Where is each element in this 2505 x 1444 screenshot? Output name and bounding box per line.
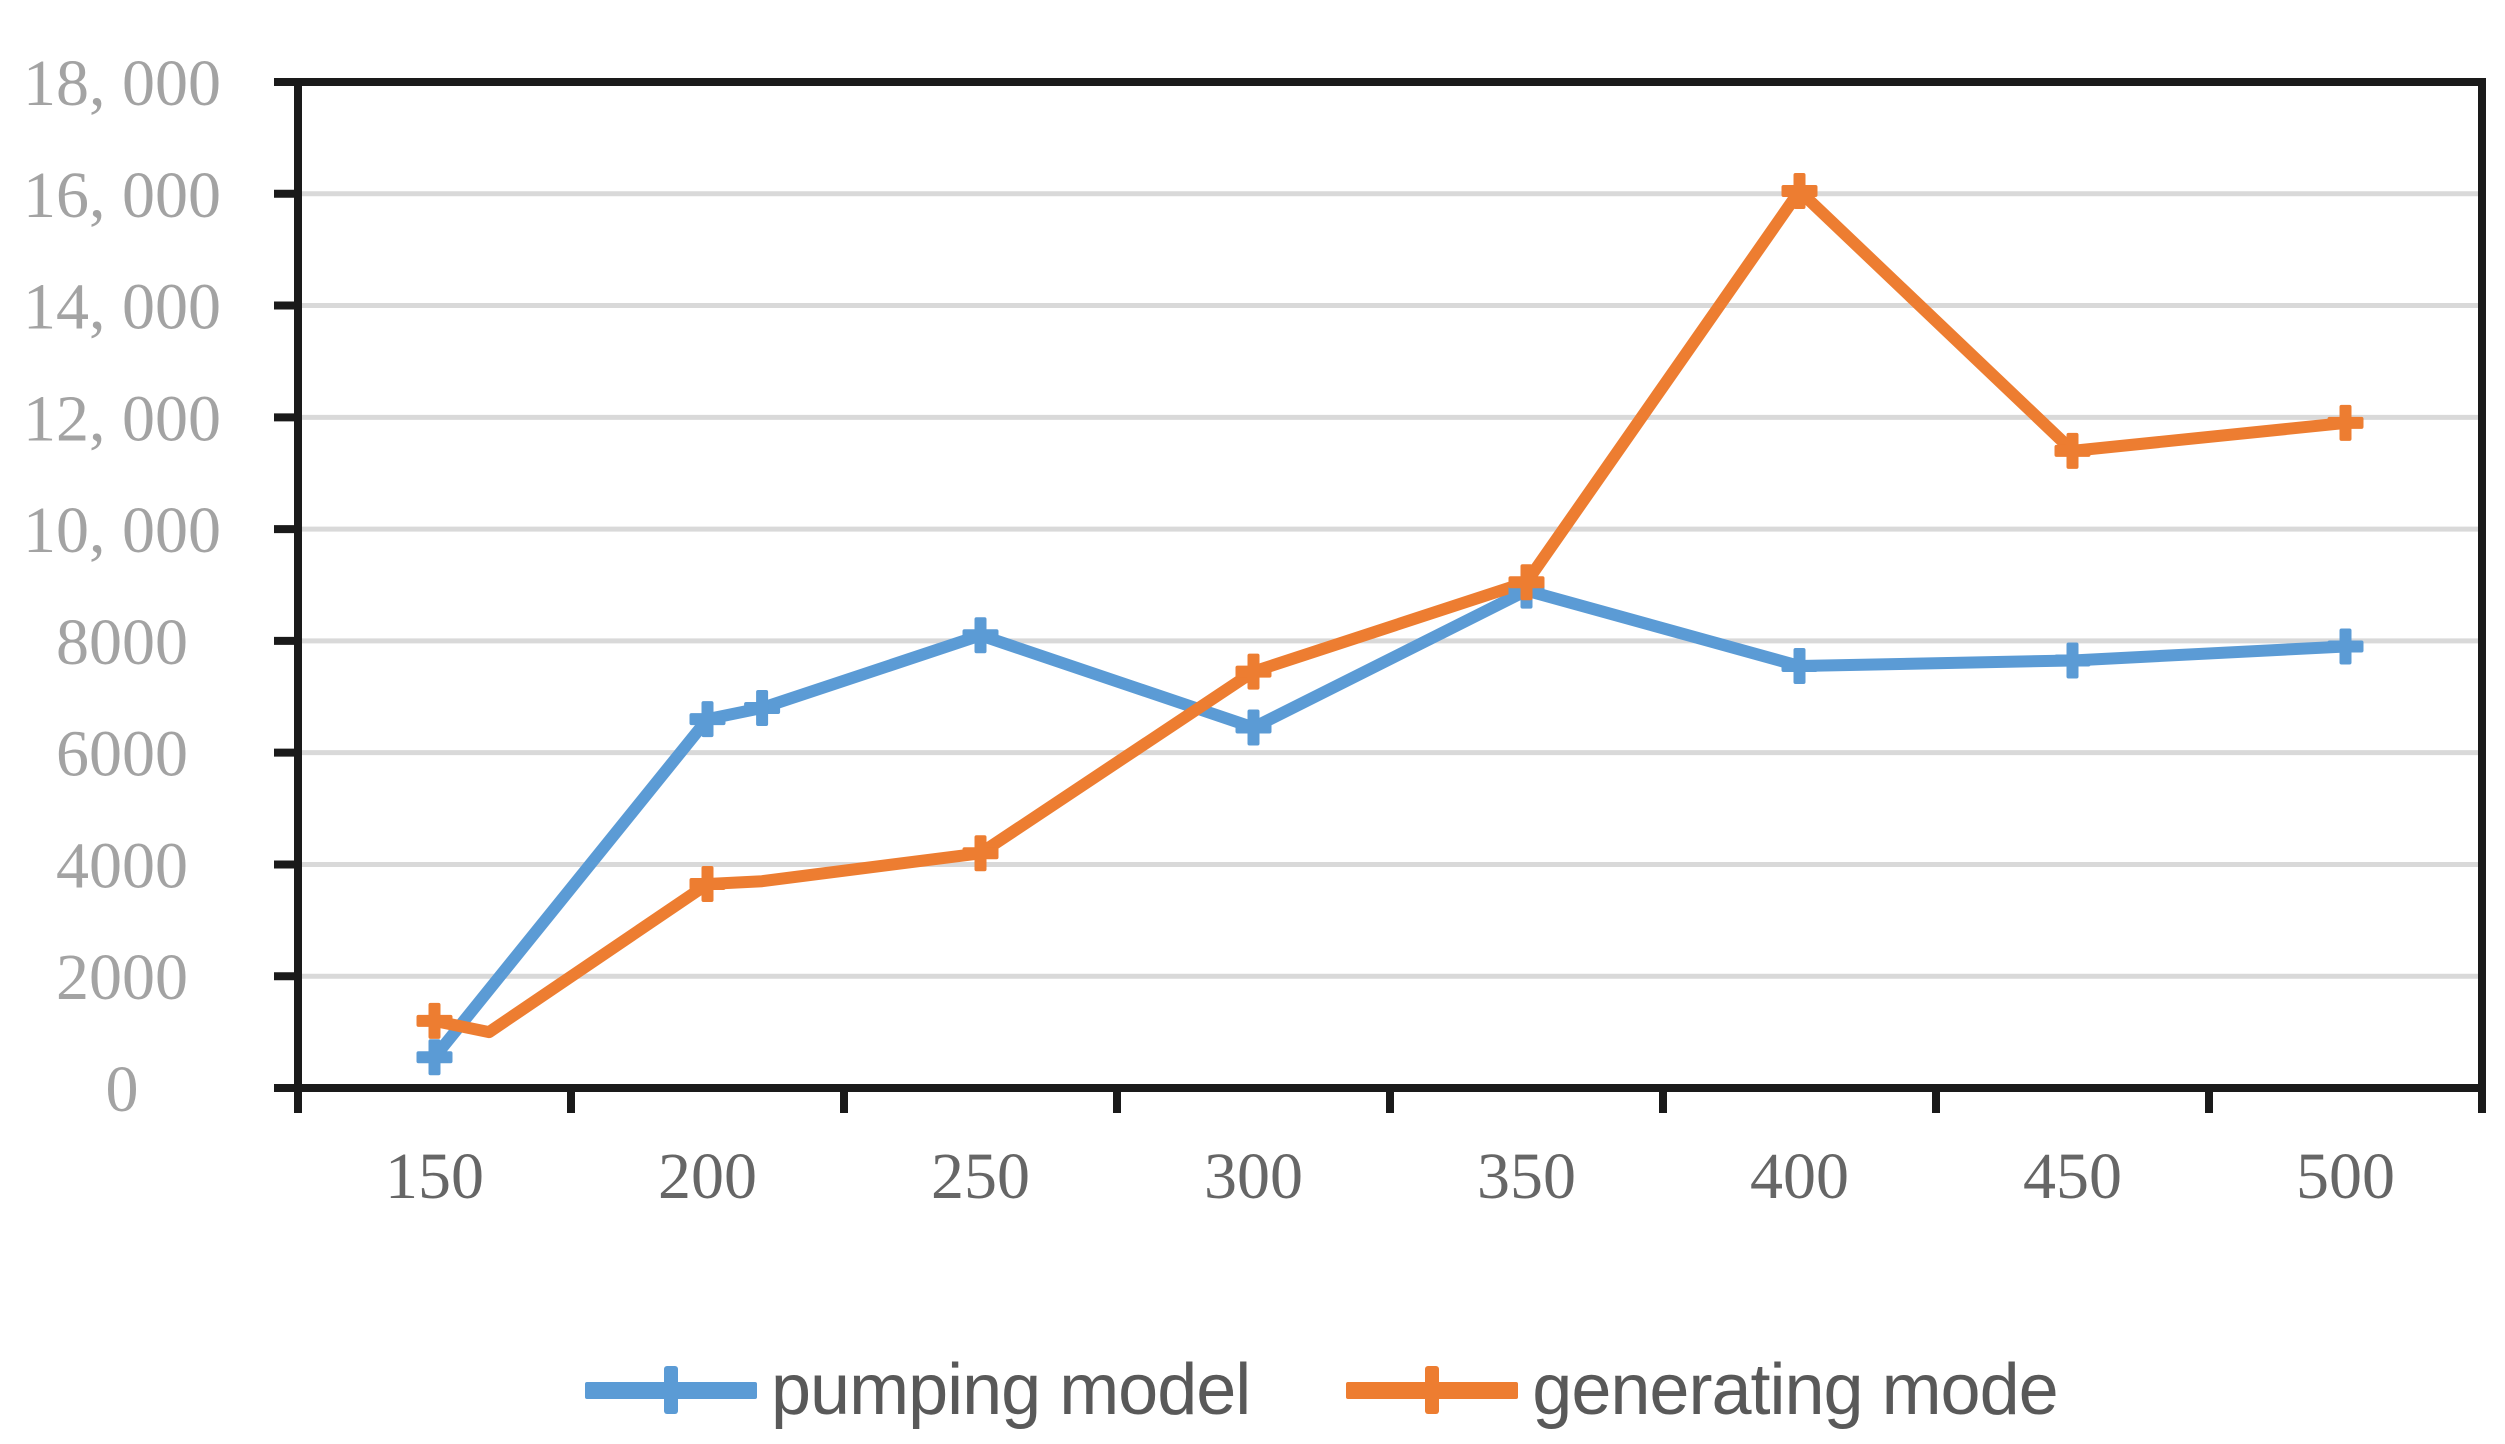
legend-item: generating mode [1346,1349,2059,1431]
series-line-generating-mode [428,184,2352,1039]
data-point-marker [1793,648,1806,685]
data-point-marker [701,701,714,738]
x-axis-tick-label: 250 [931,1140,1030,1213]
y-axis-tick-label: 2000 [56,941,188,1014]
y-axis-tick-label: 12, 000 [23,382,221,455]
y-axis-tick-label: 4000 [56,829,188,902]
data-point-marker [2339,628,2352,665]
legend-label-pumping-model: pumping model [771,1350,1251,1430]
data-point-marker [974,617,987,654]
data-point-marker [428,1002,441,1039]
data-point-marker [428,1039,441,1076]
y-axis-tick-label: 8000 [56,606,188,679]
y-axis-tick-label: 0 [106,1053,139,1126]
x-axis-tick-label: 450 [2023,1140,2122,1213]
data-point-marker [974,835,987,872]
x-axis-tick-label: 500 [2296,1140,2395,1213]
data-point-marker [2066,642,2079,679]
x-axis-tick-label: 400 [1750,1140,1849,1213]
data-point-marker [1520,564,1533,601]
data-point-marker [1247,709,1260,746]
y-axis-tick-label: 14, 000 [23,271,221,344]
x-axis-tick-label: 350 [1477,1140,1576,1213]
data-point-marker [1793,172,1806,209]
data-point-marker [756,689,769,726]
data-point-marker [701,866,714,903]
chart-legend: pumping model generating mode [585,1345,2059,1435]
x-axis-tick-label: 200 [658,1140,757,1213]
legend-swatch-line-icon [1346,1366,1519,1414]
legend-swatch-line-icon [585,1366,757,1414]
data-point-marker [1247,653,1260,690]
y-axis-tick-label: 10, 000 [23,494,221,567]
y-axis-tick-label: 18, 000 [23,47,221,120]
y-axis-tick-label: 16, 000 [23,159,221,232]
legend-label-generating-mode: generating mode [1532,1350,2058,1430]
legend-item: pumping model [585,1349,1251,1431]
x-axis-tick-label: 150 [385,1140,484,1213]
y-axis-tick-label: 6000 [56,718,188,791]
data-point-marker [2066,432,2079,469]
data-point-marker [2339,404,2352,441]
x-axis-tick-label: 300 [1204,1140,1303,1213]
